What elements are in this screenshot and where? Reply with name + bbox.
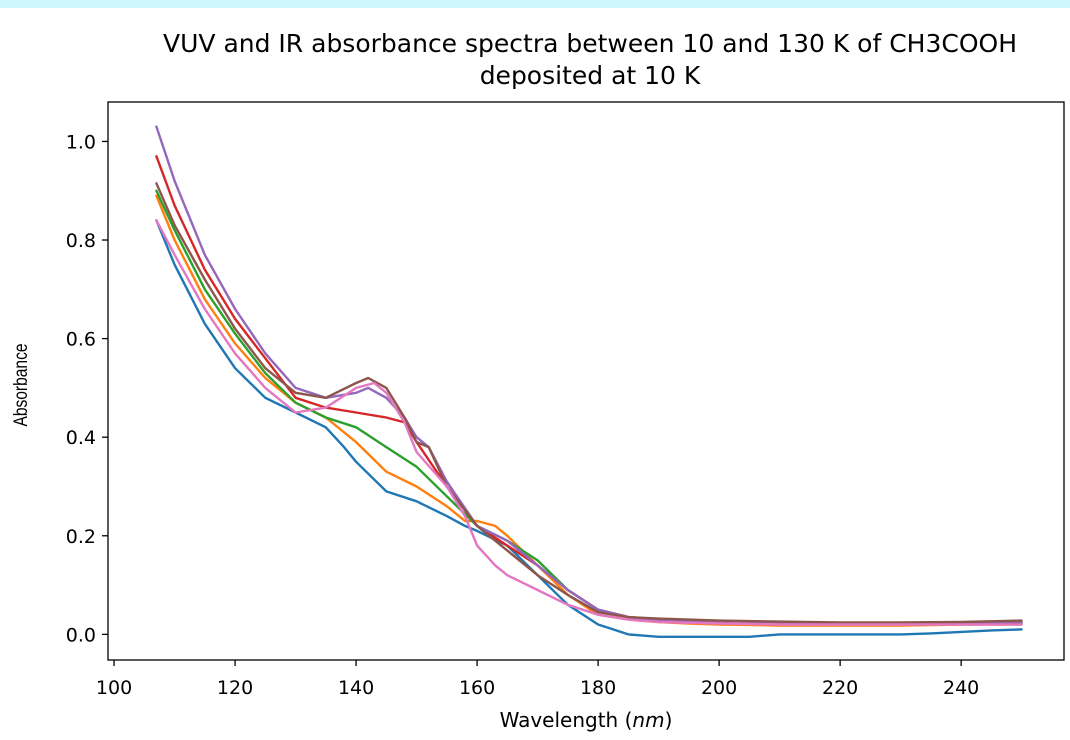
x-tick-label: 120 bbox=[217, 677, 253, 699]
series-line-6 bbox=[155, 182, 1023, 624]
y-tick-label: 0.6 bbox=[66, 329, 96, 351]
chart-title-line-2: deposited at 10 K bbox=[479, 61, 701, 90]
y-tick-label: 0.2 bbox=[66, 526, 96, 548]
series-layer bbox=[155, 125, 1023, 638]
series-line-5 bbox=[155, 125, 1023, 625]
chart-title-line-1: VUV and IR absorbance spectra between 10… bbox=[163, 29, 1017, 58]
x-tick-label: 220 bbox=[822, 677, 858, 699]
y-tick-label: 0.8 bbox=[66, 230, 96, 252]
x-tick-label: 180 bbox=[580, 677, 616, 699]
x-tick-label: 200 bbox=[701, 677, 737, 699]
plot-frame bbox=[107, 101, 1065, 661]
series-line-2 bbox=[155, 194, 1023, 627]
x-axis: 100 120 140 160 180 200 220 240 bbox=[96, 660, 979, 699]
series-line-4 bbox=[155, 155, 1023, 625]
x-axis-label-text: Wavelength ( bbox=[500, 708, 633, 732]
top-strip bbox=[0, 0, 1070, 8]
x-axis-label-unit: nm bbox=[632, 708, 664, 732]
series-line-1 bbox=[155, 219, 1023, 638]
x-axis-label-close: ) bbox=[665, 708, 673, 732]
y-tick-label: 0.0 bbox=[66, 624, 96, 646]
x-axis-label: Wavelength (nm) bbox=[500, 708, 673, 732]
x-tick-label: 160 bbox=[459, 677, 495, 699]
y-tick-label: 0.4 bbox=[66, 427, 96, 449]
x-tick-label: 100 bbox=[96, 677, 132, 699]
chart-title: VUV and IR absorbance spectra between 10… bbox=[0, 28, 1070, 92]
y-axis-label: Absorbance bbox=[10, 343, 32, 426]
y-tick-label: 1.0 bbox=[66, 131, 96, 153]
x-tick-label: 240 bbox=[943, 677, 979, 699]
y-axis: 0.0 0.2 0.4 0.6 0.8 1.0 bbox=[66, 131, 108, 646]
series-line-7 bbox=[155, 219, 1023, 626]
x-tick-label: 140 bbox=[338, 677, 374, 699]
